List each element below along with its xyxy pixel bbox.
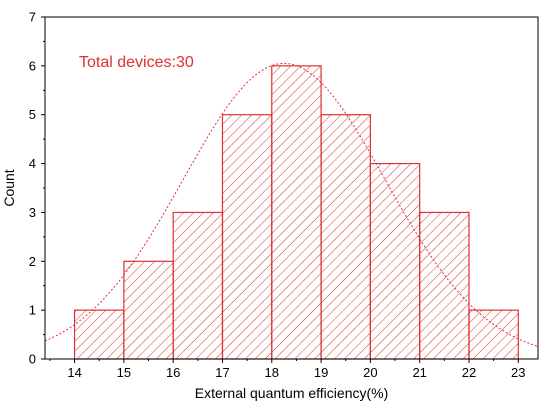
y-tick-label-1: 1 <box>29 303 36 318</box>
histogram-bar-14-15 <box>73 309 125 360</box>
x-tick-label-15: 15 <box>117 365 131 380</box>
x-tick-label-20: 20 <box>363 365 377 380</box>
total-devices-annotation: Total devices:30 <box>79 54 194 71</box>
x-tick-label-23: 23 <box>511 365 525 380</box>
histogram-bar-22-23 <box>468 309 519 360</box>
y-axis-title: Count <box>1 169 17 206</box>
x-axis-title: External quantum efficiency(%) <box>195 385 389 401</box>
x-tick-label-14: 14 <box>67 365 81 380</box>
histogram-bar-19-20 <box>320 114 371 360</box>
x-tick-label-17: 17 <box>215 365 229 380</box>
x-tick-label-18: 18 <box>265 365 279 380</box>
x-tick-label-16: 16 <box>166 365 180 380</box>
histogram-bar-21-22 <box>419 211 470 360</box>
x-tick-label-21: 21 <box>412 365 426 380</box>
histogram-bar-20-21 <box>369 162 421 360</box>
gaussian-fit-curve <box>44 62 539 347</box>
histogram-bar-18-19 <box>271 65 322 360</box>
histogram-bar-16-17 <box>172 211 224 360</box>
y-tick-label-3: 3 <box>29 205 36 220</box>
x-tick-label-19: 19 <box>314 365 328 380</box>
histogram-bar-17-18 <box>221 114 273 360</box>
y-tick-label-2: 2 <box>29 254 36 269</box>
x-tick-label-22: 22 <box>462 365 476 380</box>
y-tick-label-7: 7 <box>29 10 36 25</box>
y-tick-label-4: 4 <box>29 156 36 171</box>
y-tick-label-6: 6 <box>29 58 36 73</box>
histogram-bar-15-16 <box>123 260 174 360</box>
histogram-bars <box>73 65 519 360</box>
y-tick-label-0: 0 <box>29 352 36 367</box>
y-tick-label-5: 5 <box>29 107 36 122</box>
